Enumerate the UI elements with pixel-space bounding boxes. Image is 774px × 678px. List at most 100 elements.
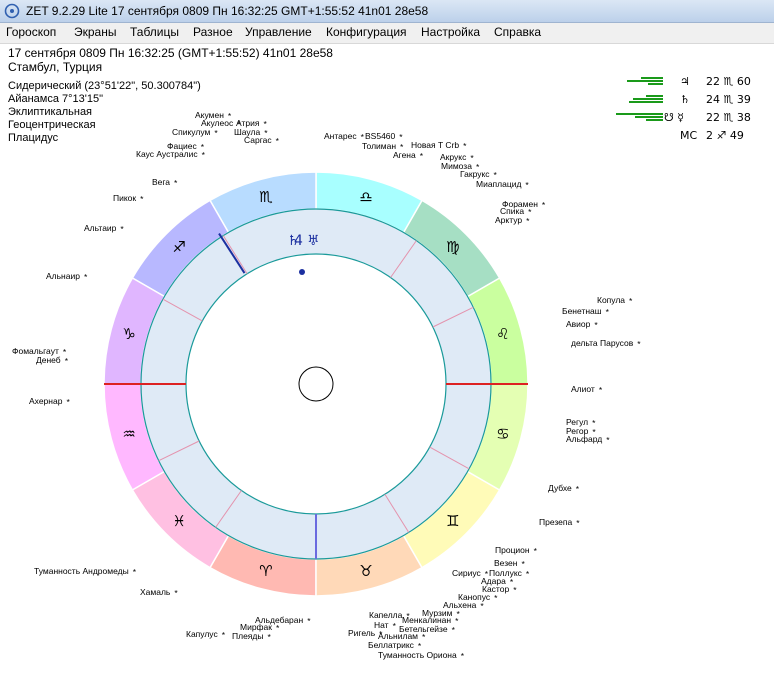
fixed-star-label: Альфард: [566, 434, 602, 444]
center-circle: [298, 366, 334, 402]
fixed-star-label: Мурзим: [422, 608, 453, 618]
star-marker-icon: *: [140, 194, 144, 204]
fixed-star-label: Процион: [495, 545, 530, 555]
sign-glyph-icon: ♎: [359, 188, 372, 206]
planet-strength-bar: [616, 113, 663, 115]
sign-glyph-icon: ♈: [259, 562, 272, 580]
fixed-star-label: Акрукс: [440, 152, 467, 162]
fixed-star-label: Адара: [481, 576, 506, 586]
fixed-star-label: Бенетнаш: [562, 306, 602, 316]
house-cusp-line: [162, 298, 203, 322]
sign-glyph-icon: ♍: [446, 238, 459, 256]
planet-position: 22 ♏ 60: [706, 75, 751, 88]
menu-control[interactable]: Управление: [245, 25, 312, 39]
star-marker-icon: *: [267, 632, 271, 642]
planet-strength-bar: [641, 77, 663, 79]
star-marker-icon: *: [606, 435, 610, 445]
fixed-star-label: Спикулум: [172, 127, 210, 137]
star-marker-icon: *: [452, 625, 456, 635]
house-cusp-line: [158, 440, 200, 462]
star-marker-icon: *: [629, 296, 633, 306]
star-marker-icon: *: [534, 546, 538, 556]
star-marker-icon: *: [592, 418, 596, 428]
fixed-star-label: Плеяды: [232, 631, 263, 641]
planet-glyph: ♄: [680, 93, 690, 106]
saturn-icon: ♄: [287, 233, 300, 249]
coordinate-setting: Эклиптикальная: [8, 106, 93, 118]
star-marker-icon: *: [456, 609, 460, 619]
house-cusp-line: [390, 240, 417, 278]
star-marker-icon: *: [510, 577, 514, 587]
star-marker-icon: *: [461, 651, 465, 661]
fixed-star-label: Беллатрикс: [368, 640, 415, 650]
star-marker-icon: *: [264, 128, 268, 138]
fixed-star-label: Везен: [494, 558, 518, 568]
star-marker-icon: *: [174, 588, 178, 598]
star-marker-icon: *: [526, 216, 530, 226]
star-marker-icon: *: [406, 611, 410, 621]
fixed-star-label: Фациес: [167, 141, 198, 151]
menu-horoscope[interactable]: Гороскоп: [6, 25, 57, 39]
planet-row: ♃ 22 ♏ 60: [600, 75, 770, 89]
house-cusp-line: [215, 490, 242, 528]
window-title: ZET 9.2.29 Lite 17 сентября 0809 Пн 16:3…: [26, 4, 429, 18]
menu-settings[interactable]: Настройка: [421, 25, 481, 39]
star-marker-icon: *: [470, 153, 474, 163]
star-marker-icon: *: [455, 616, 459, 626]
fixed-star-label: Туманность Ориона: [378, 650, 457, 660]
fixed-star-label: Спика: [500, 206, 524, 216]
chart-location: Стамбул, Турция: [8, 60, 103, 74]
fixed-star-label: Нат: [374, 620, 389, 630]
sign-glyph-icon: ♒: [122, 425, 135, 443]
fixed-star-label: Каус Аустралис: [136, 149, 198, 159]
fixed-star-label: Регор: [566, 426, 589, 436]
planet-row: ☋ ☿ 22 ♏ 38: [600, 111, 770, 125]
fixed-star-label: Альнаир: [46, 271, 80, 281]
planet-glyph: MC: [680, 129, 698, 142]
fixed-star-label: Алиот: [571, 384, 595, 394]
fixed-star-label: Капулус: [186, 629, 218, 639]
star-marker-icon: *: [400, 142, 404, 152]
star-marker-icon: *: [202, 150, 206, 160]
house-cusp-line: [429, 446, 470, 470]
star-marker-icon: *: [526, 569, 530, 579]
star-marker-icon: *: [576, 518, 580, 528]
star-marker-icon: *: [214, 128, 218, 138]
fixed-star-label: Антарес: [324, 131, 357, 141]
chart-datetime: 17 сентября 0809 Пн 16:32:25 (GMT+1:55:5…: [8, 46, 333, 60]
fixed-star-label: Мирфак: [240, 622, 272, 632]
planet-strength-bar: [627, 80, 663, 82]
planet-row: ♄ 24 ♏ 39: [600, 93, 770, 107]
fixed-star-label: Капелла: [369, 610, 403, 620]
star-marker-icon: *: [420, 151, 424, 161]
zodiac-setting: Сидерический (23°51'22", 50.300784"): [8, 80, 201, 92]
menu-tables[interactable]: Таблицы: [130, 25, 180, 39]
house-system-setting: Плацидус: [8, 132, 59, 144]
menu-screens[interactable]: Экраны: [74, 25, 117, 39]
menu-configuration[interactable]: Конфигурация: [326, 25, 407, 39]
star-marker-icon: *: [513, 585, 517, 595]
star-marker-icon: *: [222, 630, 226, 640]
star-marker-icon: *: [228, 111, 232, 121]
fixed-star-label: Альдебаран: [255, 615, 304, 625]
star-marker-icon: *: [494, 593, 498, 603]
fixed-star-label: Арктур: [495, 215, 522, 225]
sign-glyph-icon: ♏: [259, 188, 273, 206]
menu-misc[interactable]: Разное: [193, 25, 233, 39]
planet-glyph: ☋ ☿: [664, 111, 685, 124]
star-marker-icon: *: [276, 136, 280, 146]
fixed-star-label: Менкалинан: [402, 615, 451, 625]
house-cusp-line: [222, 235, 248, 275]
zet-app-icon[interactable]: [4, 3, 20, 19]
menu-help[interactable]: Справка: [494, 25, 542, 39]
star-marker-icon: *: [237, 119, 241, 129]
fixed-star-label: Пикок: [113, 193, 136, 203]
midheaven-line: [218, 232, 246, 274]
planet-strength-bar: [635, 116, 663, 118]
fixed-star-label: Авиор: [566, 319, 591, 329]
sign-glyph-icon: ♐: [172, 238, 185, 256]
fixed-star-label: Хамаль: [140, 587, 171, 597]
planet-strength-bar: [646, 95, 663, 97]
sign-glyph-icon: ♉: [359, 562, 372, 580]
